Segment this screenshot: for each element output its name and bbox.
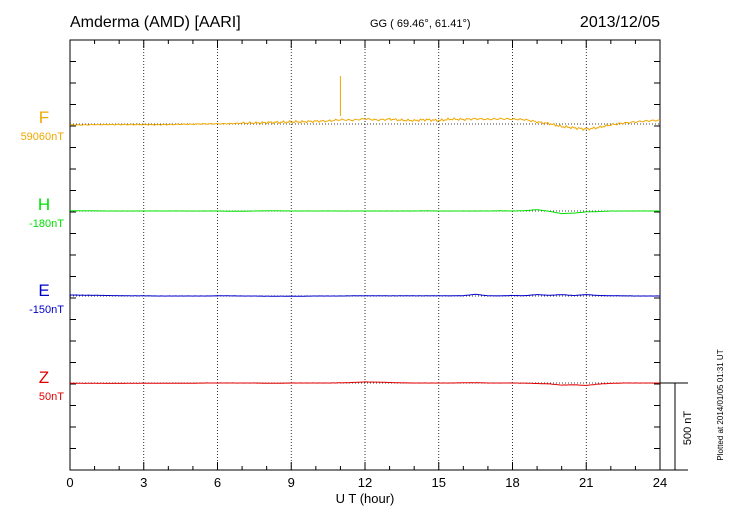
plotted-timestamp: Plotted at 2014/01/05 01:31 UT bbox=[716, 349, 725, 460]
x-tick-label: 3 bbox=[140, 475, 147, 490]
x-tick-label: 0 bbox=[66, 475, 73, 490]
series-group bbox=[69, 76, 661, 386]
x-tick-label: 15 bbox=[432, 475, 446, 490]
scale-bar-label: 500 nT bbox=[682, 411, 694, 446]
series-z-line bbox=[69, 381, 660, 386]
plot-frame bbox=[69, 39, 661, 471]
series-f-line bbox=[69, 117, 661, 131]
series-e-line bbox=[69, 293, 660, 297]
scale-bar: 500 nT bbox=[660, 382, 694, 471]
date-label: 2013/12/05 bbox=[580, 14, 660, 31]
series-h-label: H bbox=[38, 195, 50, 214]
series-h-line bbox=[69, 209, 660, 215]
series-z-baseline-value: 50nT bbox=[39, 391, 64, 403]
series-labels: F 59060nT H -180nT E -150nT Z 50nT bbox=[21, 108, 65, 403]
x-axis-label: U T (hour) bbox=[336, 491, 395, 506]
station-title: Amderma (AMD) [AARI] bbox=[70, 14, 241, 31]
x-tick-label: 21 bbox=[579, 475, 593, 490]
x-tick-label: 18 bbox=[505, 475, 519, 490]
series-f-label: F bbox=[39, 108, 49, 127]
x-tick-label: 9 bbox=[288, 475, 295, 490]
coords-label: GG ( 69.46°, 61.41°) bbox=[370, 18, 471, 30]
x-tick-label: 6 bbox=[214, 475, 221, 490]
x-tick-label: 12 bbox=[358, 475, 372, 490]
series-h-baseline-value: -180nT bbox=[29, 218, 64, 230]
x-tick-label: 24 bbox=[653, 475, 667, 490]
series-z-label: Z bbox=[39, 368, 49, 387]
vertical-gridlines bbox=[143, 40, 587, 470]
axis-ticks: 0 3 6 9 12 15 18 21 24 bbox=[66, 40, 667, 490]
series-e-baseline-value: -150nT bbox=[29, 304, 64, 316]
series-f-baseline-value: 59060nT bbox=[21, 131, 65, 143]
series-e-label: E bbox=[38, 281, 49, 300]
